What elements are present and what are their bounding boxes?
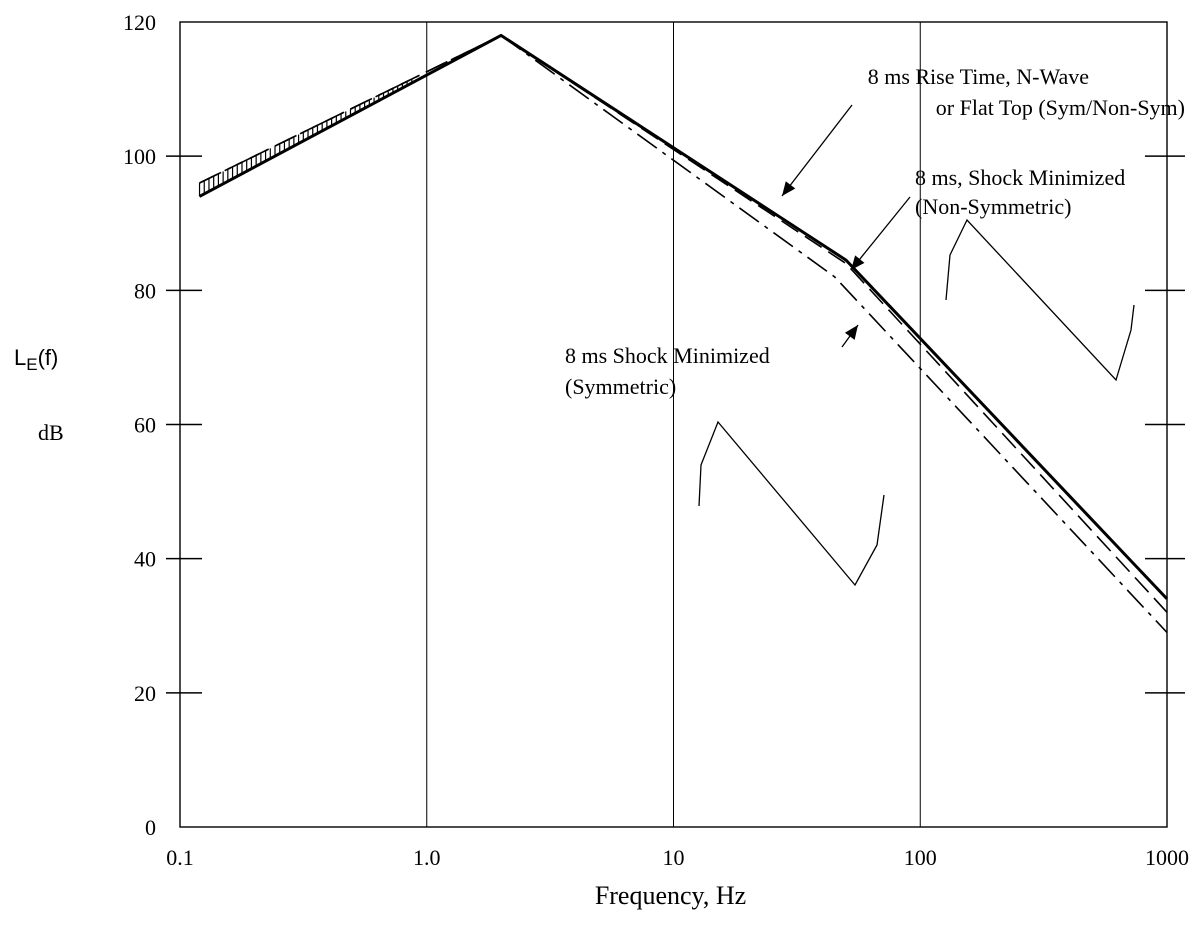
annotation-arrow-rise-time bbox=[781, 104, 853, 197]
x-axis-label: Frequency, Hz bbox=[595, 881, 746, 910]
annotation-arrow-symmetric-head bbox=[844, 325, 858, 340]
annotation-text: 8 ms, Shock Minimized bbox=[915, 165, 1125, 190]
y-tick-label: 80 bbox=[134, 278, 156, 303]
y-tick-label: 0 bbox=[145, 815, 156, 840]
y-tick-label: 60 bbox=[134, 413, 156, 438]
y-tick-label: 100 bbox=[123, 144, 156, 169]
n-wave-sketch-non-symmetric bbox=[945, 218, 1135, 382]
y-axis-unit: dB bbox=[38, 420, 64, 445]
y-tick-label: 40 bbox=[134, 547, 156, 572]
series-layer bbox=[198, 33, 1169, 634]
annotation-text: (Symmetric) bbox=[565, 374, 676, 399]
annotation-arrow-rise-time-head bbox=[782, 181, 796, 196]
decoration-layer bbox=[698, 104, 1135, 587]
x-tick-label: 100 bbox=[904, 845, 937, 870]
x-tick-label: 10 bbox=[663, 845, 685, 870]
annotation-arrow-non-symmetric bbox=[850, 196, 911, 271]
y-axis-label: LE(f) bbox=[14, 345, 58, 374]
y-tick-label: 20 bbox=[134, 681, 156, 706]
label-layer: 0.1 1.0 10 100 1000 0 20 40 60 80 100 120 8 ms Rise … bbox=[14, 10, 1189, 910]
grid-layer bbox=[426, 22, 921, 827]
annotation-arrow-non-symmetric-head bbox=[851, 255, 865, 270]
x-tick-label: 0.1 bbox=[166, 845, 194, 870]
annotation-text: 8 ms Rise Time, N-Wave bbox=[868, 64, 1089, 89]
annotation-text: 8 ms Shock Minimized bbox=[565, 343, 770, 368]
x-tick-label: 1.0 bbox=[413, 845, 441, 870]
x-tick-label: 1000 bbox=[1145, 845, 1189, 870]
series-line-dashdot bbox=[199, 34, 1168, 634]
series-line-dashed bbox=[199, 34, 1168, 613]
series-line-solid bbox=[198, 33, 1169, 600]
axes-layer bbox=[166, 21, 1185, 828]
n-wave-sketch-symmetric bbox=[698, 420, 885, 587]
annotation-text: (Non-Symmetric) bbox=[915, 194, 1071, 219]
annotation-text: or Flat Top (Sym/Non-Sym) bbox=[936, 95, 1185, 120]
y-tick-label: 120 bbox=[123, 10, 156, 35]
